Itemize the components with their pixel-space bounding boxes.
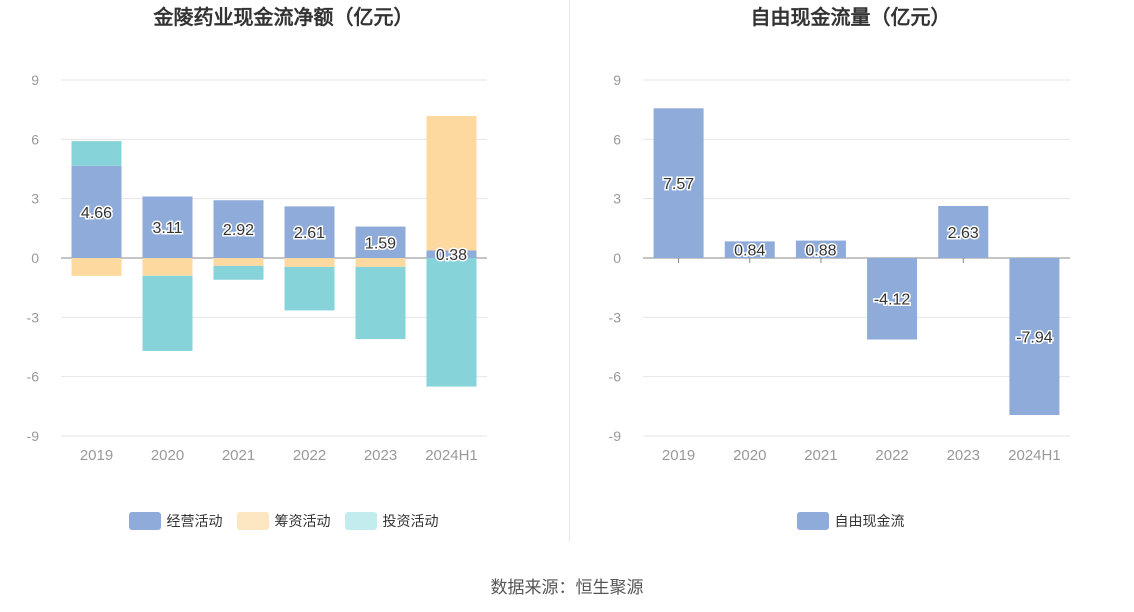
data-label: 7.57 xyxy=(663,176,694,193)
x-tick-label: 2019 xyxy=(80,447,113,464)
data-label: 0.38 xyxy=(436,247,467,264)
y-tick-label: 9 xyxy=(613,72,621,88)
y-tick-label: 6 xyxy=(31,131,39,147)
y-tick-label: -3 xyxy=(609,309,622,325)
bar xyxy=(426,258,477,387)
bar xyxy=(213,200,264,258)
y-tick-label: -6 xyxy=(27,369,40,385)
bar xyxy=(867,258,918,340)
panel-divider xyxy=(569,0,570,542)
bar xyxy=(142,275,193,351)
data-label: 2.63 xyxy=(948,225,979,242)
legend-swatch xyxy=(128,512,161,530)
bar xyxy=(213,265,264,280)
data-label: -7.94 xyxy=(1016,330,1053,347)
bar xyxy=(426,115,477,251)
bar xyxy=(284,258,335,267)
free-cash-flow-chart: 9 6 3 0 -3 -6 -9 2019 2020 2021 2022 2023 2024H1 7.57… xyxy=(609,72,1070,464)
y-tick-label: 9 xyxy=(31,72,39,88)
legend-label: 自由现金流 xyxy=(834,513,905,529)
bar xyxy=(142,258,193,276)
legend-item[interactable]: 投资活动 xyxy=(344,511,439,531)
legend-label: 投资活动 xyxy=(382,513,439,529)
x-tick-label: 2023 xyxy=(364,447,397,464)
x-tick-label: 2024H1 xyxy=(1008,447,1061,464)
legend-label: 经营活动 xyxy=(166,513,223,529)
legend-swatch xyxy=(236,512,269,530)
bar xyxy=(284,206,335,258)
data-label: 1.59 xyxy=(365,235,396,252)
data-label: 0.84 xyxy=(734,243,765,260)
free-cash-flow-chart-panel: 自由现金流量（亿元） 9 6 3 0 -3 -6 -9 2019 2020 2021 2022 202… xyxy=(567,0,1134,545)
x-tick-label: 2021 xyxy=(222,447,255,464)
cash-flow-net-chart-panel: 金陵药业现金流净额（亿元） 9 6 3 0 -3 -6 -9 2019 2020 2021 2022… xyxy=(0,0,567,545)
bar xyxy=(355,226,406,258)
bar xyxy=(355,266,406,340)
legend-item[interactable]: 自由现金流 xyxy=(796,511,905,531)
data-label: 2.61 xyxy=(294,225,325,242)
legend-swatch xyxy=(344,512,377,530)
y-tick-label: -9 xyxy=(609,428,622,444)
data-source-note: 数据来源：恒生聚源 xyxy=(490,578,644,597)
legend-swatch xyxy=(796,512,829,530)
legend-item[interactable]: 经营活动 xyxy=(128,511,223,531)
cash-flow-net-chart: 9 6 3 0 -3 -6 -9 2019 2020 2021 2022 2023 2024H1 4.66… xyxy=(27,72,487,464)
bar xyxy=(71,165,122,258)
bar xyxy=(426,250,477,258)
x-tick-label: 2023 xyxy=(947,447,980,464)
data-label: -4.12 xyxy=(874,292,911,309)
bar xyxy=(213,258,264,266)
bar xyxy=(1009,258,1060,416)
bar xyxy=(795,240,846,258)
x-tick-label: 2024H1 xyxy=(425,447,478,464)
y-tick-label: -3 xyxy=(27,309,40,325)
y-tick-label: 0 xyxy=(31,250,39,266)
x-tick-label: 2019 xyxy=(662,447,695,464)
y-tick-label: 0 xyxy=(613,250,621,266)
bar xyxy=(284,266,335,311)
y-tick-label: 3 xyxy=(613,191,621,207)
legend-item[interactable]: 筹资活动 xyxy=(236,511,331,531)
data-label: 2.92 xyxy=(223,222,254,239)
bar xyxy=(71,258,122,276)
bar xyxy=(71,141,122,166)
chart-legend: 自由现金流 xyxy=(567,511,1134,531)
legend-label: 筹资活动 xyxy=(274,513,331,529)
y-tick-label: 6 xyxy=(613,131,621,147)
x-tick-label: 2020 xyxy=(151,447,184,464)
data-label: 4.66 xyxy=(81,205,112,222)
y-tick-label: -6 xyxy=(609,369,622,385)
data-label: 0.88 xyxy=(805,242,836,259)
x-tick-label: 2022 xyxy=(875,447,908,464)
x-tick-label: 2020 xyxy=(733,447,766,464)
bar xyxy=(355,258,406,267)
y-tick-label: 3 xyxy=(31,191,39,207)
x-tick-label: 2022 xyxy=(293,447,326,464)
chart-title: 自由现金流量（亿元） xyxy=(750,7,951,29)
bar xyxy=(142,196,193,258)
bar xyxy=(724,241,775,258)
chart-legend: 经营活动 筹资活动 投资活动 xyxy=(0,511,567,531)
bar xyxy=(653,108,704,258)
chart-title: 金陵药业现金流净额（亿元） xyxy=(153,7,414,29)
data-label: 3.11 xyxy=(153,220,183,237)
x-tick-label: 2021 xyxy=(804,447,837,464)
y-tick-label: -9 xyxy=(27,428,40,444)
bar xyxy=(938,205,989,258)
